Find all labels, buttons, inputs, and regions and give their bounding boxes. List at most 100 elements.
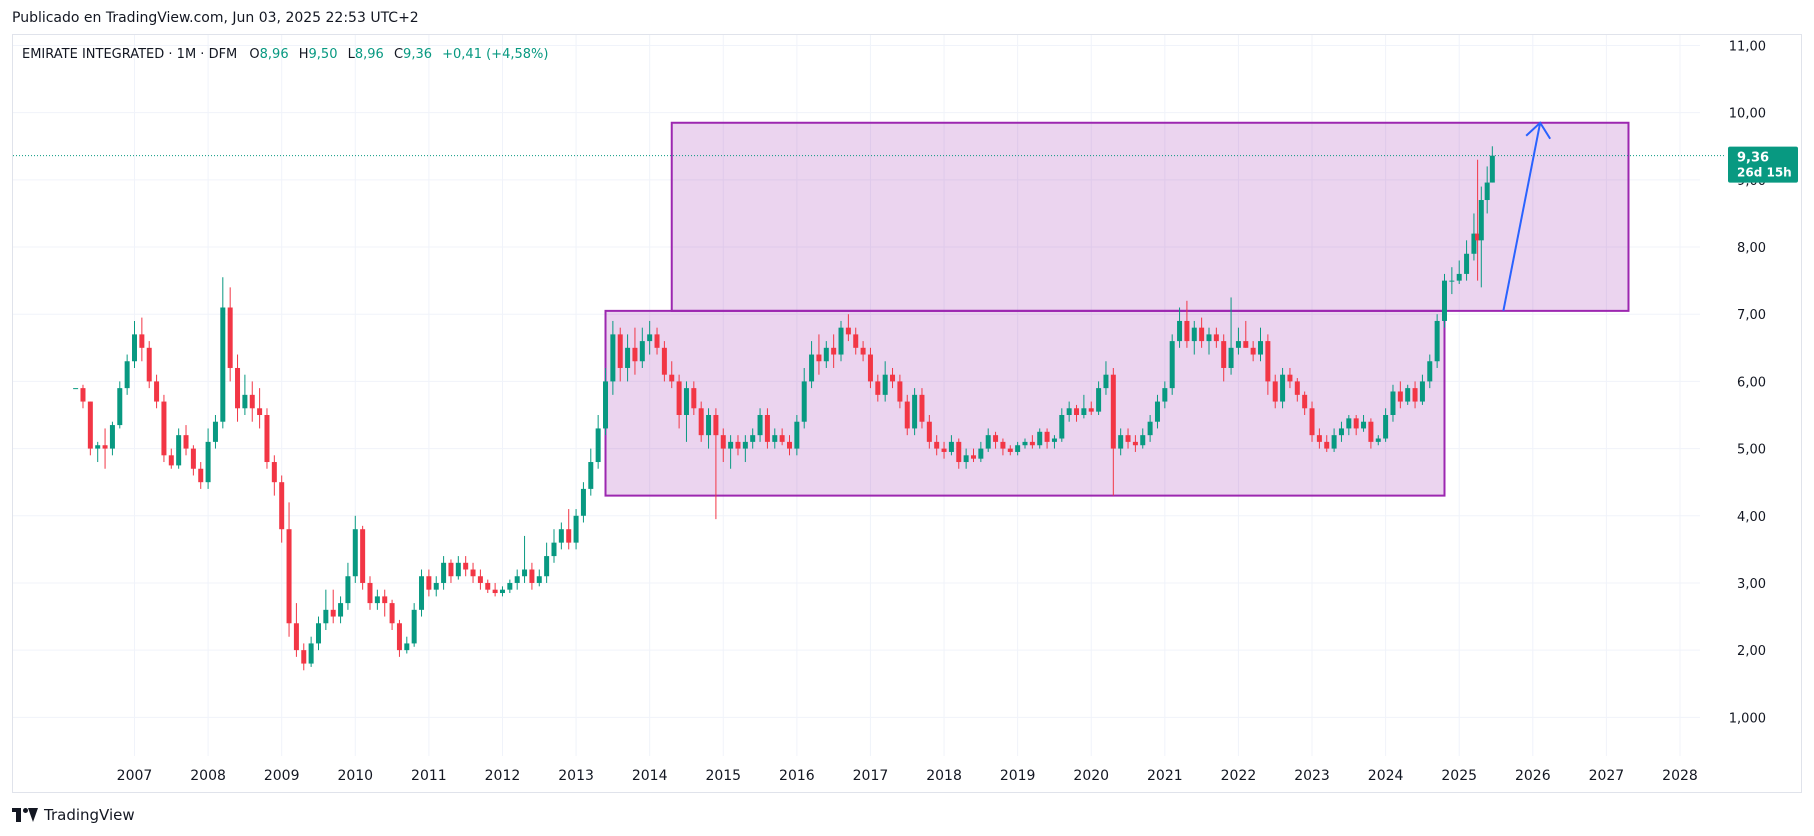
- x-tick-label: 2016: [779, 768, 815, 784]
- candle-body: [522, 569, 528, 577]
- candle-body: [352, 529, 358, 577]
- candle-body: [419, 576, 425, 610]
- candle-body: [963, 455, 969, 463]
- candle-body: [1154, 401, 1160, 422]
- candle-body: [1206, 334, 1212, 342]
- candle-body: [426, 576, 432, 590]
- x-tick-label: 2017: [853, 768, 889, 784]
- candle-body: [1044, 431, 1050, 442]
- candle-body: [1162, 388, 1168, 402]
- candle-body: [1140, 435, 1146, 446]
- candle-body: [161, 401, 167, 456]
- candle-body: [463, 562, 469, 570]
- footer: TradingView: [12, 806, 135, 824]
- candle-body: [978, 448, 984, 459]
- legend-o-value: 8,96: [260, 47, 289, 62]
- candle-body: [382, 596, 388, 604]
- candle-body: [816, 354, 822, 362]
- candle-body: [396, 623, 402, 651]
- candle-body: [315, 623, 321, 644]
- x-tick-label: 2023: [1294, 768, 1330, 784]
- candle-body: [617, 334, 623, 368]
- published-header: Publicado en TradingView.com, Jun 03, 20…: [12, 10, 419, 26]
- candle-body: [1375, 438, 1381, 442]
- candle-body: [235, 367, 241, 409]
- candle-body: [728, 441, 734, 449]
- candle-body: [146, 347, 152, 382]
- candle-body: [441, 562, 447, 583]
- candle-body: [1235, 341, 1241, 348]
- candle-body: [1361, 421, 1367, 429]
- candle-body: [1294, 381, 1300, 395]
- candle-body: [1456, 273, 1462, 281]
- x-axis: 2007 2008 2009 2010 2011 2012 2013 2014 2015 2016…: [117, 768, 1698, 784]
- candle-body: [1221, 341, 1227, 368]
- legend-l-value: 8,96: [355, 47, 384, 62]
- candle-body: [389, 603, 395, 624]
- candle-body: [1390, 391, 1396, 415]
- y-tick-label: 8,00: [1737, 241, 1766, 256]
- candle-body: [176, 435, 182, 466]
- y-tick-label: 2,00: [1737, 644, 1766, 659]
- x-tick-label: 2027: [1589, 768, 1625, 784]
- candle-body: [154, 381, 160, 402]
- candle-body: [809, 354, 815, 382]
- x-tick-label: 2014: [632, 768, 668, 784]
- candle-body: [1169, 341, 1175, 389]
- candle-body: [117, 388, 123, 426]
- candle-body: [345, 576, 351, 604]
- candle-body: [198, 468, 204, 483]
- candle-body: [661, 347, 667, 375]
- x-tick-label: 2026: [1515, 768, 1551, 784]
- candle-body: [1074, 408, 1080, 415]
- candle-body: [632, 347, 638, 362]
- projection-arrow: [1502, 121, 1552, 312]
- candle-body: [73, 388, 79, 390]
- candle-body: [654, 334, 660, 348]
- candle-body: [1280, 374, 1286, 402]
- candle-body: [1419, 381, 1425, 402]
- candle-body: [1397, 391, 1403, 402]
- candle-body: [772, 435, 778, 442]
- candle-body: [404, 643, 410, 651]
- x-tick-label: 2009: [264, 768, 300, 784]
- candle-body: [845, 327, 851, 335]
- candle-body: [1103, 374, 1109, 389]
- candle-body: [308, 643, 314, 664]
- candle-body: [492, 589, 498, 594]
- candle-body: [190, 448, 196, 469]
- candle-body: [669, 374, 675, 382]
- candle-body: [860, 347, 866, 355]
- candle-body: [867, 354, 873, 382]
- candle-body: [742, 441, 748, 449]
- candle-body: [676, 381, 682, 415]
- candle-body: [1022, 441, 1028, 446]
- candle-body: [1287, 374, 1293, 382]
- price-tag: 9,36 26d 15h: [1728, 146, 1798, 183]
- candle-body: [227, 307, 233, 368]
- arrow-head: [1525, 121, 1552, 140]
- candle-body: [603, 381, 609, 429]
- candle-body: [1265, 341, 1271, 382]
- x-tick-label: 2022: [1221, 768, 1257, 784]
- candle-body: [1331, 435, 1337, 449]
- candle-body: [941, 448, 947, 452]
- candle-body: [1037, 431, 1043, 446]
- candle-body: [1213, 334, 1219, 342]
- candle-body: [1272, 381, 1278, 402]
- candle-body: [470, 569, 476, 577]
- candle-body: [1228, 347, 1234, 368]
- candle-body: [499, 589, 505, 594]
- candle-body: [853, 334, 859, 348]
- candle-body: [551, 542, 557, 557]
- range-box: [670, 121, 1630, 312]
- legend-change: +0,41 (+4,58%): [442, 47, 548, 62]
- candle-body: [205, 441, 211, 483]
- candle-body: [912, 394, 918, 429]
- candle-body: [890, 374, 896, 382]
- grid-lines: [13, 35, 1700, 756]
- candle-body: [1243, 341, 1249, 348]
- candle-body: [1316, 435, 1322, 442]
- candle-body: [87, 401, 93, 449]
